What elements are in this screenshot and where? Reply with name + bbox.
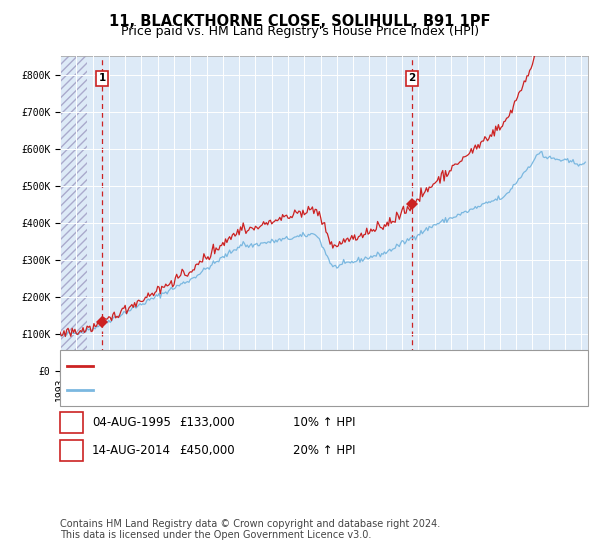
Text: HPI: Average price, detached house, Solihull: HPI: Average price, detached house, Soli…	[99, 384, 360, 397]
Text: 14-AUG-2014: 14-AUG-2014	[92, 444, 171, 458]
Text: 1: 1	[68, 418, 75, 428]
Text: £450,000: £450,000	[179, 444, 235, 458]
Text: 04-AUG-1995: 04-AUG-1995	[92, 416, 170, 430]
Text: Contains HM Land Registry data © Crown copyright and database right 2024.
This d: Contains HM Land Registry data © Crown c…	[60, 519, 440, 540]
Text: Price paid vs. HM Land Registry's House Price Index (HPI): Price paid vs. HM Land Registry's House …	[121, 25, 479, 38]
Text: 2: 2	[409, 73, 416, 83]
Text: 1: 1	[98, 73, 106, 83]
Text: 20% ↑ HPI: 20% ↑ HPI	[293, 444, 355, 458]
Bar	[60, 38, 87, 371]
Text: £133,000: £133,000	[179, 416, 235, 430]
Text: 11, BLACKTHORNE CLOSE, SOLIHULL, B91 1PF (detached house): 11, BLACKTHORNE CLOSE, SOLIHULL, B91 1PF…	[99, 359, 478, 372]
Text: 10% ↑ HPI: 10% ↑ HPI	[293, 416, 355, 430]
Text: 11, BLACKTHORNE CLOSE, SOLIHULL, B91 1PF: 11, BLACKTHORNE CLOSE, SOLIHULL, B91 1PF	[109, 14, 491, 29]
Text: 2: 2	[68, 446, 75, 456]
